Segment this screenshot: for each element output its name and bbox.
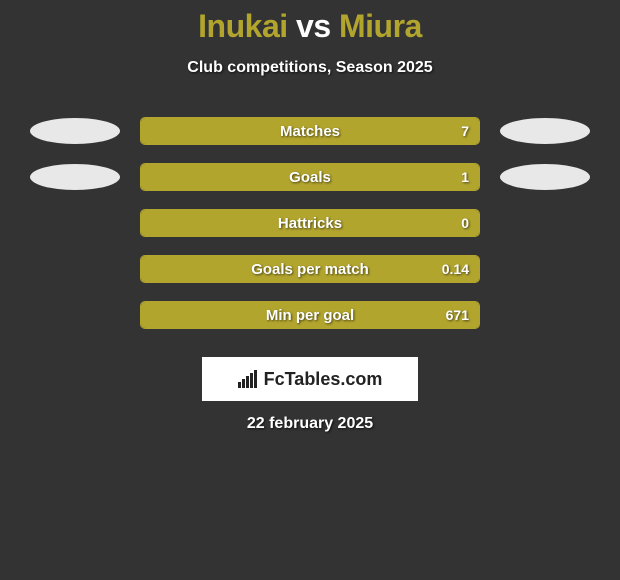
player-marker-right (500, 118, 590, 144)
bar-chart-icon (238, 370, 258, 388)
stat-row: Matches7 (0, 117, 620, 145)
stat-label: Matches (141, 118, 479, 144)
oval-placeholder (500, 302, 590, 328)
page-title: Inukai vs Miura (0, 8, 620, 45)
stat-label: Goals per match (141, 256, 479, 282)
footer-date: 22 february 2025 (0, 415, 620, 433)
stat-row: Goals per match0.14 (0, 255, 620, 283)
subtitle: Club competitions, Season 2025 (0, 59, 620, 77)
player-marker-left (30, 164, 120, 190)
player-marker-right (500, 164, 590, 190)
stat-bar: Matches7 (140, 117, 480, 145)
title-left: Inukai (198, 8, 287, 44)
stat-row: Goals1 (0, 163, 620, 191)
stat-label: Hattricks (141, 210, 479, 236)
stat-label: Goals (141, 164, 479, 190)
title-right: Miura (339, 8, 422, 44)
stats-comparison-card: Inukai vs Miura Club competitions, Seaso… (0, 0, 620, 433)
stat-label: Min per goal (141, 302, 479, 328)
logo-box[interactable]: FcTables.com (202, 357, 418, 401)
logo-text: FcTables.com (264, 369, 383, 390)
oval-placeholder (500, 210, 590, 236)
stat-value: 671 (446, 302, 469, 328)
stat-bar: Goals per match0.14 (140, 255, 480, 283)
stat-bar: Hattricks0 (140, 209, 480, 237)
stat-value: 0.14 (442, 256, 469, 282)
stat-rows: Matches7Goals1Hattricks0Goals per match0… (0, 117, 620, 329)
oval-placeholder (30, 302, 120, 328)
stat-value: 0 (461, 210, 469, 236)
oval-placeholder (500, 256, 590, 282)
stat-bar: Goals1 (140, 163, 480, 191)
oval-placeholder (30, 210, 120, 236)
oval-placeholder (30, 256, 120, 282)
stat-row: Min per goal671 (0, 301, 620, 329)
stat-value: 1 (461, 164, 469, 190)
player-marker-left (30, 118, 120, 144)
stat-bar: Min per goal671 (140, 301, 480, 329)
stat-row: Hattricks0 (0, 209, 620, 237)
title-vs: vs (288, 8, 339, 44)
stat-value: 7 (461, 118, 469, 144)
